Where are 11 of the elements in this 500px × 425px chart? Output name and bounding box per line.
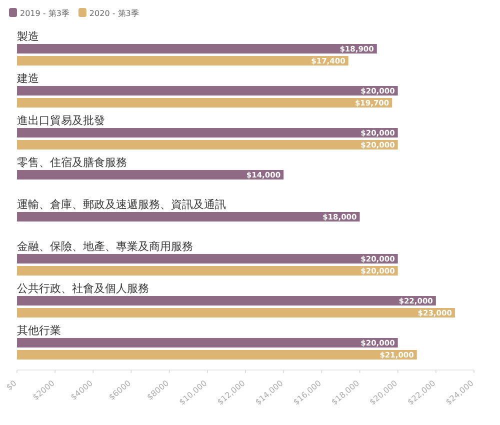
y-tick-label: 金融、保險、地產、專業及商用服務 xyxy=(17,240,193,253)
y-tick-label: 零售、住宿及膳食服務 xyxy=(17,156,127,169)
x-tick-label: $0 xyxy=(4,378,18,392)
y-tick-label: 公共行政、社會及個人服務 xyxy=(17,282,149,295)
y-tick-label: 運輸、倉庫、郵政及速遞服務、資訊及通訊 xyxy=(17,198,226,211)
y-tick-label: 建造 xyxy=(16,72,39,85)
legend-label: 2019 - 第3季 xyxy=(20,9,70,18)
y-tick-label: 其他行業 xyxy=(17,324,61,337)
legend-label: 2020 - 第3季 xyxy=(89,9,139,18)
y-tick-label: 進出口貿易及批發 xyxy=(17,114,105,127)
y-tick-label: 製造 xyxy=(17,30,39,43)
